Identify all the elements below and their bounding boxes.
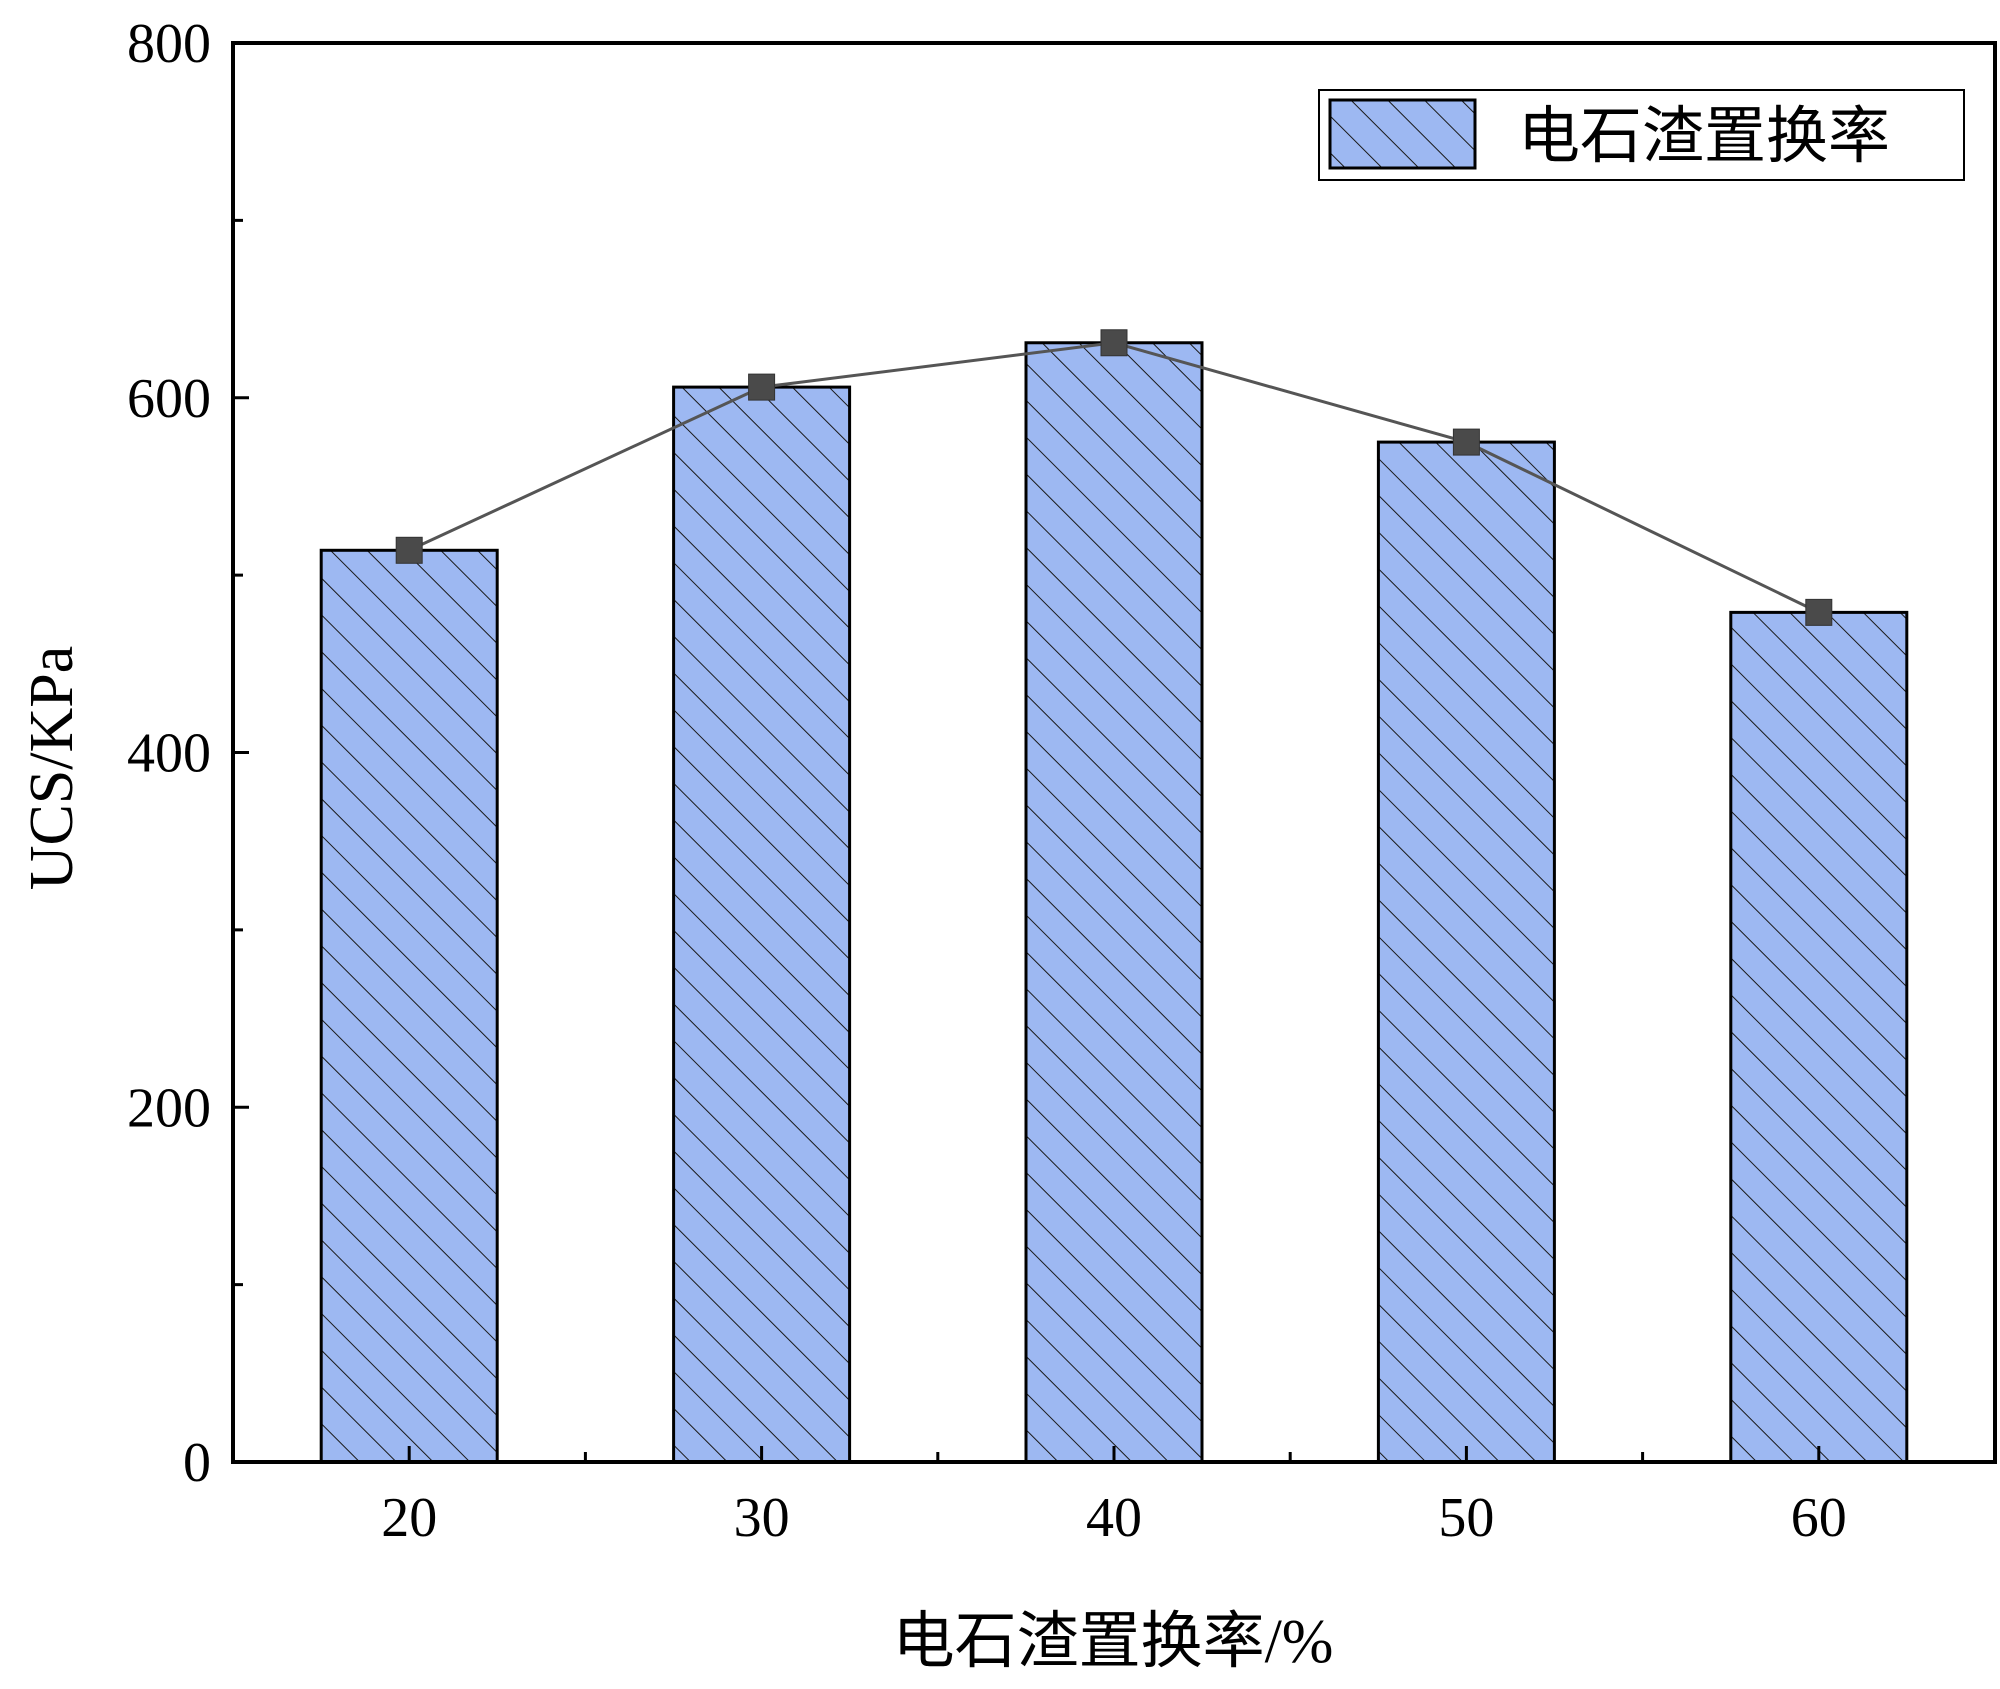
bar-50 <box>1376 440 1556 1464</box>
y-tick-label: 600 <box>127 368 211 430</box>
x-tick-label: 30 <box>734 1487 790 1549</box>
y-tick-label: 200 <box>127 1077 211 1139</box>
y-tick-label: 400 <box>127 723 211 785</box>
marker-50 <box>1452 428 1480 456</box>
bars-layer <box>319 341 1909 1464</box>
bar-30 <box>672 385 852 1464</box>
bar-20 <box>319 548 499 1464</box>
marker-60 <box>1805 598 1833 626</box>
x-axis-title: 电石渣置换率/% <box>893 1608 1334 1676</box>
marker-40 <box>1100 329 1128 357</box>
x-tick-label: 60 <box>1791 1487 1847 1549</box>
y-tick-label: 0 <box>183 1432 211 1494</box>
x-tick-label: 40 <box>1086 1487 1142 1549</box>
x-tick-label: 20 <box>381 1487 437 1549</box>
legend: 电石渣置换率 <box>1318 89 1965 181</box>
trend-line-layer <box>395 329 1833 626</box>
legend-swatch <box>1328 98 1477 170</box>
bar-60 <box>1729 610 1909 1464</box>
legend-label: 电石渣置换率 <box>1518 103 1890 171</box>
bar-40 <box>1024 341 1204 1464</box>
marker-20 <box>395 536 423 564</box>
y-tick-label: 800 <box>127 13 211 75</box>
ticks-layer: 0 200 400 600 800 20 30 40 50 60 <box>127 13 1847 1549</box>
x-tick-label: 50 <box>1438 1487 1494 1549</box>
marker-30 <box>748 373 776 401</box>
y-axis-title: UCS/KPa <box>18 646 86 891</box>
